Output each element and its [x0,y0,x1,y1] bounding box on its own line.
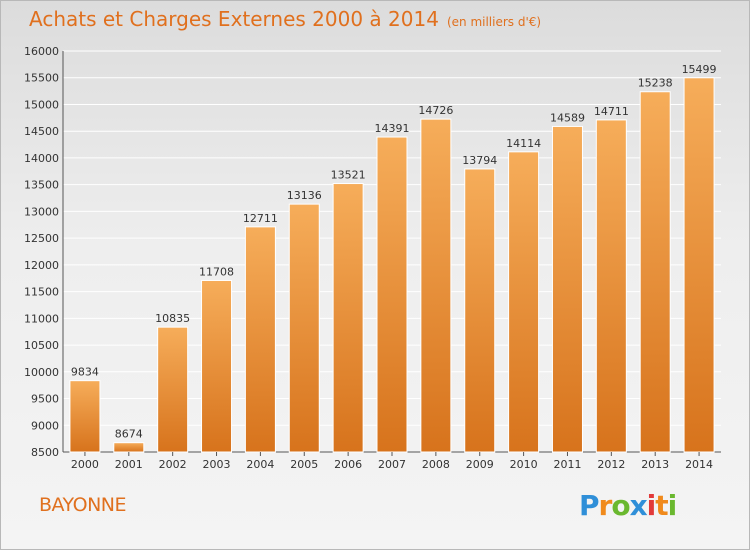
logo-letter: x [629,489,648,522]
city-label: BAYONNE [39,494,127,516]
y-tick-label: 11000 [24,312,59,325]
y-tick-label: 9000 [31,419,59,432]
x-tick-label: 2014 [685,458,713,471]
bar [683,77,715,453]
y-tick-label: 10500 [24,339,59,352]
logo-letter: i [667,489,678,522]
bar [157,326,189,453]
bar [332,183,364,453]
x-tick-label: 2011 [553,458,581,471]
x-tick-label: 2007 [378,458,406,471]
bar [464,168,496,453]
data-label: 14726 [418,104,453,117]
bar [551,125,583,453]
y-tick-label: 10000 [24,366,59,379]
logo-letter: t [655,489,668,522]
bar [288,203,320,453]
y-tick-label: 13500 [24,179,59,192]
data-label: 11708 [199,265,234,278]
data-label: 13136 [287,189,322,202]
x-tick-label: 2009 [466,458,494,471]
title-text: Achats et Charges Externes 2000 à 2014 [29,7,439,31]
y-tick-label: 13000 [24,205,59,218]
data-label: 14114 [506,137,541,150]
x-tick-label: 2013 [641,458,669,471]
data-label: 14589 [550,111,585,124]
y-tick-label: 11500 [24,286,59,299]
bar [69,380,101,453]
data-label: 15238 [638,77,673,90]
y-tick-label: 12000 [24,259,59,272]
data-label: 9834 [71,366,99,379]
x-tick-label: 2012 [597,458,625,471]
bar [244,226,276,453]
y-tick-label: 8500 [31,446,59,459]
x-tick-label: 2008 [422,458,450,471]
data-label: 15499 [682,63,717,76]
bar [508,151,540,453]
data-label: 8674 [115,428,143,441]
data-label: 10835 [155,312,190,325]
logo-letter: r [598,489,613,522]
chart-title: Achats et Charges Externes 2000 à 2014 (e… [29,7,541,31]
logo-letter: o [611,489,630,522]
data-label: 13521 [331,169,366,182]
x-tick-label: 2001 [115,458,143,471]
logo-letter: i [646,489,657,522]
bar [420,118,452,453]
y-tick-label: 15000 [24,98,59,111]
y-tick-label: 14000 [24,152,59,165]
data-label: 12711 [243,212,278,225]
data-label: 14391 [375,122,410,135]
bar [201,279,233,453]
x-tick-label: 2010 [510,458,538,471]
data-label: 14711 [594,105,629,118]
x-tick-label: 2000 [71,458,99,471]
x-tick-label: 2005 [290,458,318,471]
data-label: 13794 [462,154,497,167]
x-tick-label: 2004 [246,458,274,471]
x-tick-label: 2002 [159,458,187,471]
chart-subtitle: (en milliers d'€) [446,15,542,29]
y-tick-label: 15500 [24,72,59,85]
bar [639,91,671,453]
proxiti-logo: Proxiti [579,489,678,522]
bar [113,442,145,453]
x-tick-label: 2006 [334,458,362,471]
y-tick-label: 9500 [31,393,59,406]
y-tick-label: 16000 [24,45,59,58]
y-tick-label: 14500 [24,125,59,138]
bar [376,136,408,453]
bar [595,119,627,453]
y-tick-label: 12500 [24,232,59,245]
logo-letter: P [579,489,600,522]
x-tick-label: 2003 [203,458,231,471]
